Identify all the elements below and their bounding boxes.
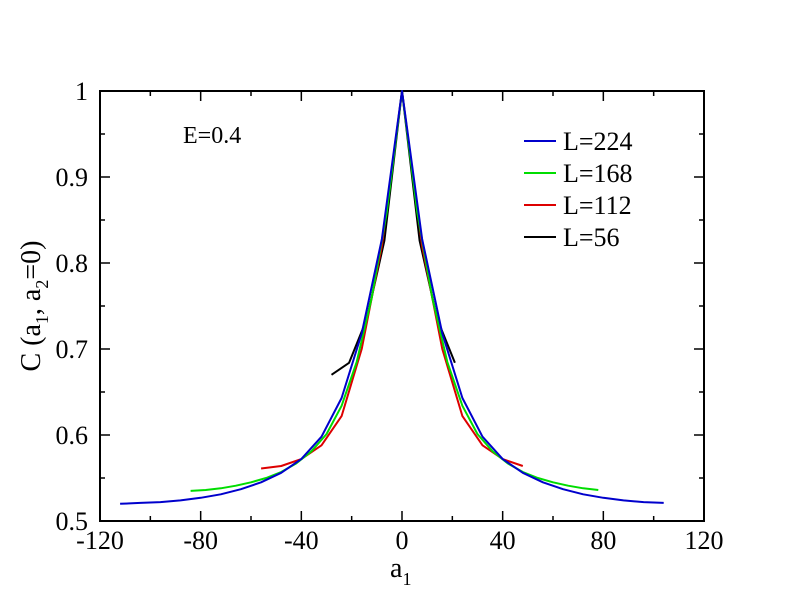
- legend-label: L=168: [563, 159, 633, 188]
- y-axis-title: C (a1, a2=0): [16, 241, 52, 372]
- x-tick-label: 0: [396, 526, 409, 555]
- legend: L=224 L=168 L=112 L=56: [524, 127, 633, 252]
- y-tick-label: 0.6: [56, 421, 89, 450]
- x-tick-label: -80: [183, 526, 218, 555]
- y-tick-label: 0.8: [56, 249, 89, 278]
- legend-label: L=56: [563, 223, 620, 252]
- series-line-l112: [260, 90, 524, 470]
- y-axis-title-part-4: =0): [16, 241, 47, 280]
- series-layer: [120, 90, 664, 505]
- x-axis-title-sub: 1: [402, 569, 411, 589]
- x-tick-label: -40: [284, 526, 319, 555]
- y-tick-label: 0.7: [56, 335, 89, 364]
- ticks: [99, 90, 705, 522]
- x-tick-label: -120: [76, 526, 124, 555]
- tick-labels: -120 -80 -40 0 40 80 120 0.5 0.6 0.7 0.8 0.9 1: [56, 77, 724, 555]
- series-line-l224: [120, 90, 664, 505]
- y-axis-title-part-1: 1: [32, 315, 52, 324]
- legend-label: L=224: [563, 127, 633, 156]
- y-tick-label: 1: [75, 77, 88, 106]
- y-axis-title-part-0: C (a: [16, 324, 47, 372]
- series-line-l56: [330, 90, 456, 376]
- x-tick-label: 80: [590, 526, 616, 555]
- x-axis-title: a1: [390, 553, 411, 589]
- x-tick-label: 120: [685, 526, 724, 555]
- y-tick-label: 0.5: [56, 507, 89, 536]
- y-tick-label: 0.9: [56, 163, 89, 192]
- legend-label: L=112: [563, 191, 632, 220]
- annotation: E=0.4: [183, 123, 241, 149]
- x-tick-label: 40: [490, 526, 516, 555]
- y-axis-title-part-2: , a: [16, 288, 47, 315]
- x-axis-title-main: a: [390, 553, 403, 584]
- y-axis-title-part-3: 2: [32, 280, 52, 289]
